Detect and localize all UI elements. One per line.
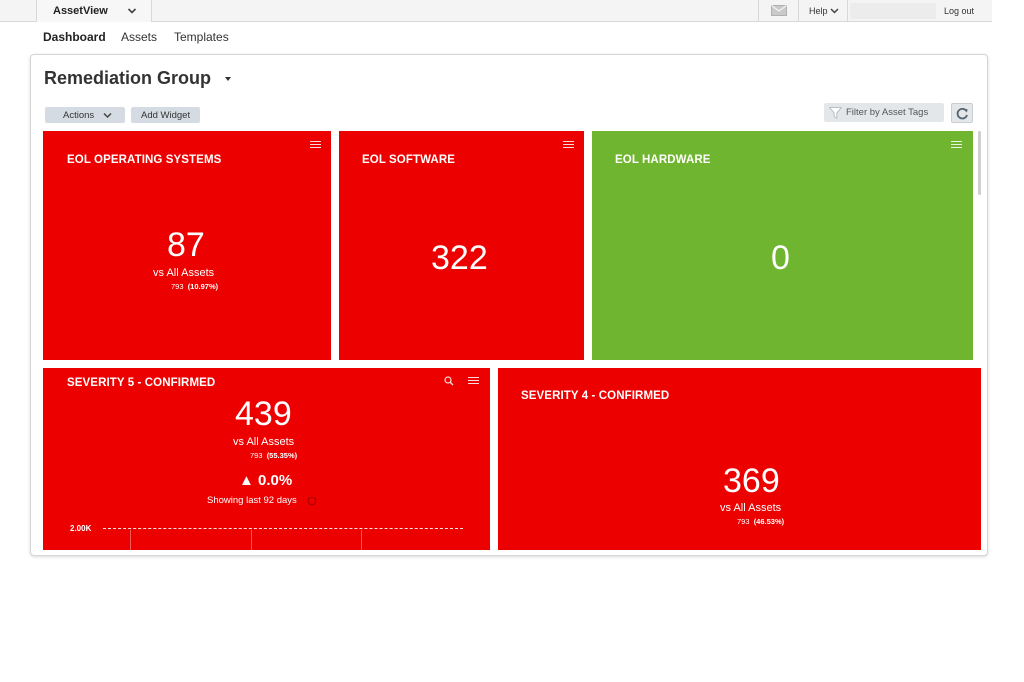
widget-title: SEVERITY 4 - CONFIRMED xyxy=(521,390,670,402)
menu-icon[interactable] xyxy=(951,141,962,149)
total-assets: 793 (10.97%) xyxy=(171,282,218,291)
user-name-area xyxy=(850,3,936,19)
logout-link[interactable]: Log out xyxy=(944,6,975,16)
percent-value: (46.53%) xyxy=(753,517,785,526)
widget-eol-hardware[interactable]: EOL HARDWARE 0 xyxy=(592,131,973,360)
app-name: AssetView xyxy=(53,5,108,17)
scrollbar-thumb[interactable] xyxy=(978,131,981,195)
total-value: 793 xyxy=(171,282,184,291)
chart-axis-label: 2.00K xyxy=(70,524,92,533)
refresh-button[interactable] xyxy=(951,103,973,123)
dashboard-title[interactable]: Remediation Group xyxy=(44,68,212,88)
app-switcher[interactable]: AssetView xyxy=(36,0,152,22)
percent-value: (55.35%) xyxy=(266,451,298,460)
percent-value: (10.97%) xyxy=(187,282,219,291)
envelope-icon xyxy=(771,5,787,16)
total-value: 793 xyxy=(737,517,750,526)
tab-assets[interactable]: Assets xyxy=(121,30,158,44)
chart-gridline xyxy=(361,530,362,550)
help-menu[interactable]: Help xyxy=(798,0,848,22)
vs-label: vs All Assets xyxy=(153,267,215,279)
widget-eol-software[interactable]: EOL SOFTWARE 322 xyxy=(339,131,584,360)
widget-value: 87 xyxy=(167,226,205,264)
search-icon[interactable] xyxy=(444,376,454,386)
widget-title: EOL OPERATING SYSTEMS xyxy=(67,154,222,166)
widget-title: SEVERITY 5 - CONFIRMED xyxy=(67,377,216,389)
vs-label: vs All Assets xyxy=(233,436,295,448)
top-bar: AssetView Help Log out xyxy=(0,0,992,22)
widget-title: EOL SOFTWARE xyxy=(362,154,455,166)
widget-title: EOL HARDWARE xyxy=(615,154,711,166)
chart-gridline xyxy=(103,528,463,529)
add-widget-label: Add Widget xyxy=(141,110,191,121)
widget-value: 0 xyxy=(771,239,790,277)
vs-label: vs All Assets xyxy=(720,502,782,514)
total-value: 793 xyxy=(250,451,263,460)
widget-severity-4-confirmed[interactable]: SEVERITY 4 - CONFIRMED 369 vs All Assets… xyxy=(498,368,981,550)
trend-indicator: ▲ 0.0% xyxy=(239,472,293,489)
chevron-down-icon xyxy=(103,112,112,119)
widget-severity-5-confirmed[interactable]: SEVERITY 5 - CONFIRMED 439 vs All Assets… xyxy=(43,368,490,550)
chart-gridline xyxy=(130,530,131,550)
add-widget-button[interactable]: Add Widget xyxy=(131,107,200,123)
menu-icon[interactable] xyxy=(468,377,479,385)
tab-templates[interactable]: Templates xyxy=(174,30,229,44)
filter-icon xyxy=(829,107,842,119)
widget-eol-operating-systems[interactable]: EOL OPERATING SYSTEMS 87 vs All Assets 7… xyxy=(43,131,331,360)
filter-asset-tags-button[interactable]: Filter by Asset Tags xyxy=(824,103,944,122)
actions-button[interactable]: Actions xyxy=(45,107,125,123)
menu-icon[interactable] xyxy=(563,141,574,149)
tab-dashboard[interactable]: Dashboard xyxy=(43,30,106,44)
actions-label: Actions xyxy=(63,110,95,121)
messages-button[interactable] xyxy=(758,0,798,22)
widget-value: 439 xyxy=(235,395,292,433)
menu-icon[interactable] xyxy=(310,141,321,149)
chart-gridline xyxy=(251,530,252,550)
widget-value: 322 xyxy=(431,239,488,277)
help-label: Help xyxy=(809,6,828,16)
widget-value: 369 xyxy=(723,462,780,500)
info-icon[interactable] xyxy=(307,496,317,506)
chevron-down-icon xyxy=(127,8,137,14)
showing-period-label: Showing last 92 days xyxy=(207,495,297,506)
total-assets: 793 (55.35%) xyxy=(250,451,297,460)
refresh-icon xyxy=(956,107,968,120)
chevron-down-icon xyxy=(830,8,839,14)
filter-label: Filter by Asset Tags xyxy=(846,107,929,118)
total-assets: 793 (46.53%) xyxy=(737,517,784,526)
caret-down-icon[interactable] xyxy=(225,77,231,81)
